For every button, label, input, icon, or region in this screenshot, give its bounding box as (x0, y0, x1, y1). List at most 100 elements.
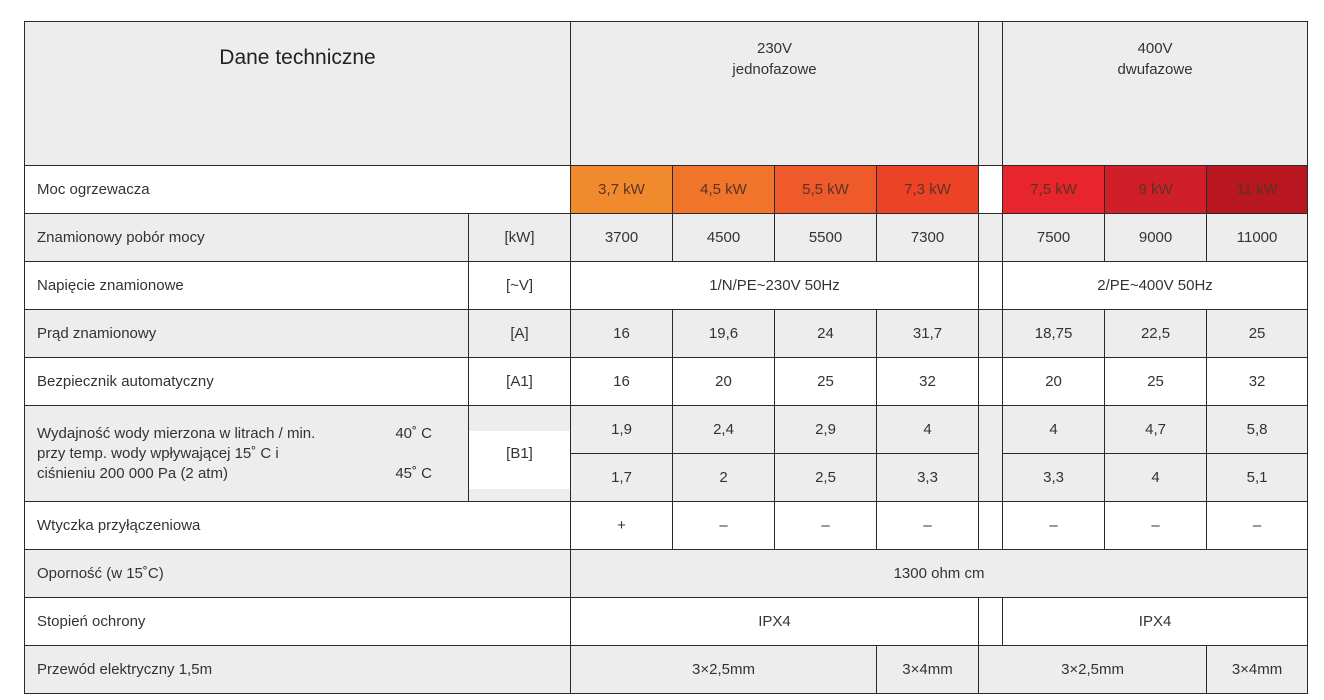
table-row: Napięcie znamionowe [~V] 1/N/PE~230V 50H… (24, 261, 1309, 310)
water-output-line1: Wydajność wody mierzona w litrach / min.… (37, 424, 468, 444)
value-cell: 7500 (1002, 213, 1106, 262)
value-cell: 31,7 (875, 309, 980, 358)
cable-cell: 3×2,5mm (570, 645, 877, 694)
value-cell: – (672, 501, 775, 550)
water-output-label: Wydajność wody mierzona w litrach / min.… (24, 405, 469, 502)
value-cell: 7300 (875, 213, 980, 262)
row-label: Prąd znamionowy (24, 309, 469, 358)
group-230v-voltage: 230V (757, 40, 793, 57)
value-cell: 32 (1206, 357, 1309, 406)
row-unit: [B1] (468, 405, 571, 502)
cable-cell: 3×4mm (1206, 645, 1309, 694)
row-unit: [A1] (468, 357, 571, 406)
protection-400-cell: IPX4 (1002, 597, 1309, 646)
value-cell: 4 (1002, 405, 1106, 454)
table-row: Znamionowy pobór mocy [kW] 3700 4500 550… (24, 213, 1309, 262)
column-gap (978, 597, 1004, 646)
table-row: Przewód elektryczny 1,5m 3×2,5mm 3×4mm 3… (24, 645, 1309, 694)
value-cell: 20 (1002, 357, 1106, 406)
spec-table-wrapper: Dane techniczne 230V jednofazowe 400V dw… (24, 21, 1309, 694)
column-gap (978, 213, 1004, 262)
value-cell: 9000 (1104, 213, 1208, 262)
power-row: Moc ogrzewacza 3,7 kW 4,5 kW 5,5 kW 7,3 … (24, 165, 1309, 214)
water-output-text1: Wydajność wody mierzona w litrach / min. (37, 424, 316, 442)
power-cell: 7,5 kW (1002, 165, 1106, 214)
power-cell: 3,7 kW (570, 165, 673, 214)
value-cell: 3,3 (1002, 453, 1106, 502)
column-gap (978, 309, 1004, 358)
value-cell: 24 (774, 309, 877, 358)
value-cell: 2,5 (774, 453, 877, 502)
power-cell: 4,5 kW (672, 165, 775, 214)
value-cell: 1,7 (570, 453, 673, 502)
value-cell: – (1104, 501, 1208, 550)
value-cell: 4500 (672, 213, 775, 262)
row-label: Bezpiecznik automatyczny (24, 357, 469, 406)
row-label: Stopień ochrony (24, 597, 571, 646)
water-output-text3: ciśnieniu 200 000 Pa (2 atm) (37, 464, 228, 482)
value-cell: 16 (570, 357, 673, 406)
value-cell: 3700 (570, 213, 673, 262)
value-cell: 22,5 (1104, 309, 1208, 358)
value-cell: 19,6 (672, 309, 775, 358)
value-cell: 2,4 (672, 405, 775, 454)
value-cell: – (1206, 501, 1309, 550)
row-unit: [A] (468, 309, 571, 358)
group-230v-phase: jednofazowe (732, 61, 817, 78)
group-400v-header: 400V dwufazowe (1002, 21, 1309, 166)
technical-data-table: Dane techniczne 230V jednofazowe 400V dw… (24, 21, 1309, 694)
power-cell: 7,3 kW (875, 165, 980, 214)
group-400v-phase: dwufazowe (1117, 61, 1193, 78)
value-cell: 25 (1206, 309, 1309, 358)
row-label: Napięcie znamionowe (24, 261, 469, 310)
value-cell: 20 (672, 357, 775, 406)
table-row: 1,7 2 2,5 3,3 3,3 4 5,1 (24, 453, 1309, 502)
cable-cell: 3×4mm (875, 645, 980, 694)
value-cell: 4 (1104, 453, 1208, 502)
row-unit: [~V] (468, 261, 571, 310)
value-cell: 5,1 (1206, 453, 1309, 502)
value-cell: 3,3 (875, 453, 980, 502)
column-gap (978, 405, 1004, 502)
value-cell: 5,8 (1206, 405, 1309, 454)
column-gap (978, 261, 1004, 310)
value-cell: 18,75 (1002, 309, 1106, 358)
table-row: Prąd znamionowy [A] 16 19,6 24 31,7 18,7… (24, 309, 1309, 358)
row-label: Wtyczka przyłączeniowa (24, 501, 571, 550)
water-output-line3: ciśnieniu 200 000 Pa (2 atm) 45˚ C (37, 464, 468, 484)
power-cell: 5,5 kW (774, 165, 877, 214)
table-row: Stopień ochrony IPX4 IPX4 (24, 597, 1309, 646)
row-label: Przewód elektryczny 1,5m (24, 645, 571, 694)
group-400v-voltage: 400V (1137, 40, 1173, 57)
protection-230-cell: IPX4 (569, 597, 980, 646)
temp-40-label: 40˚ C (395, 424, 432, 442)
value-cell: 11000 (1206, 213, 1309, 262)
value-cell: 5500 (774, 213, 877, 262)
value-cell: 2 (672, 453, 775, 502)
power-label: Moc ogrzewacza (24, 165, 571, 214)
value-cell: – (1002, 501, 1106, 550)
value-cell: 25 (774, 357, 877, 406)
value-cell: – (875, 501, 980, 550)
value-cell: 32 (875, 357, 980, 406)
table-title: Dane techniczne (24, 21, 571, 166)
column-gap (978, 357, 1004, 406)
row-unit: [kW] (468, 213, 571, 262)
header-row: Dane techniczne 230V jednofazowe 400V dw… (24, 21, 1309, 166)
value-cell: 4,7 (1104, 405, 1208, 454)
row-label: Znamionowy pobór mocy (24, 213, 469, 262)
table-row: Oporność (w 15˚C) 1300 ohm cm (24, 549, 1309, 598)
unit-b1-text: [B1] (506, 445, 533, 462)
column-gap (978, 501, 1004, 550)
power-cell: 9 kW (1104, 165, 1208, 214)
voltage-230-cell: 1/N/PE~230V 50Hz (569, 261, 980, 310)
voltage-400-cell: 2/PE~400V 50Hz (1002, 261, 1309, 310)
table-row: Wtyczka przyłączeniowa + – – – – – – (24, 501, 1309, 550)
power-cell: 11 kW (1206, 165, 1309, 214)
column-gap (978, 21, 1004, 166)
group-230v-header: 230V jednofazowe (569, 21, 980, 166)
value-cell: – (774, 501, 877, 550)
value-cell: 4 (875, 405, 980, 454)
row-label: Oporność (w 15˚C) (24, 549, 571, 598)
cable-cell: 3×2,5mm (978, 645, 1208, 694)
